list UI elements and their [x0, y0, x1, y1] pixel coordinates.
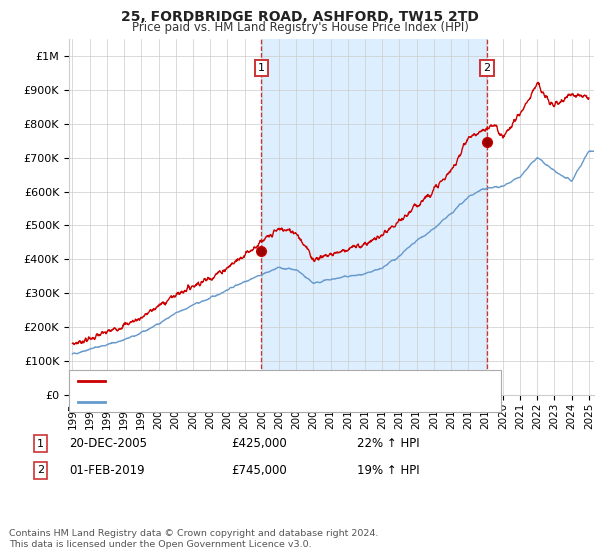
Text: 20-DEC-2005: 20-DEC-2005	[69, 437, 147, 450]
Text: 1: 1	[258, 63, 265, 73]
Text: Contains HM Land Registry data © Crown copyright and database right 2024.
This d: Contains HM Land Registry data © Crown c…	[9, 529, 379, 549]
Text: 19% ↑ HPI: 19% ↑ HPI	[357, 464, 419, 477]
Bar	[487, 39, 594, 395]
Text: HPI: Average price, detached house, Spelthorne: HPI: Average price, detached house, Spel…	[109, 398, 371, 407]
Text: 2: 2	[484, 63, 490, 73]
Text: 1: 1	[37, 438, 44, 449]
Bar	[261, 39, 487, 395]
Text: Price paid vs. HM Land Registry's House Price Index (HPI): Price paid vs. HM Land Registry's House …	[131, 21, 469, 34]
Text: £425,000: £425,000	[231, 437, 287, 450]
Text: 2: 2	[37, 465, 44, 475]
Text: £745,000: £745,000	[231, 464, 287, 477]
Text: 22% ↑ HPI: 22% ↑ HPI	[357, 437, 419, 450]
Text: 01-FEB-2019: 01-FEB-2019	[69, 464, 145, 477]
Text: 25, FORDBRIDGE ROAD, ASHFORD, TW15 2TD: 25, FORDBRIDGE ROAD, ASHFORD, TW15 2TD	[121, 10, 479, 24]
Text: 25, FORDBRIDGE ROAD, ASHFORD, TW15 2TD (detached house): 25, FORDBRIDGE ROAD, ASHFORD, TW15 2TD (…	[109, 376, 461, 386]
